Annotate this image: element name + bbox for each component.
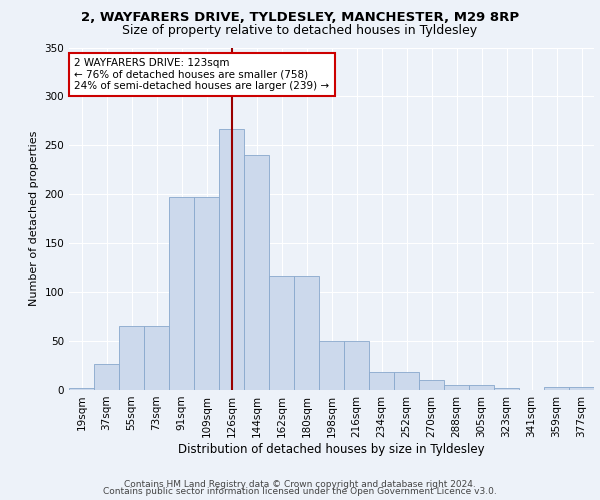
- Bar: [244, 155, 269, 390]
- Bar: [544, 387, 569, 390]
- Bar: [394, 372, 419, 390]
- Bar: [119, 326, 144, 390]
- Bar: [494, 388, 519, 390]
- Y-axis label: Number of detached properties: Number of detached properties: [29, 131, 39, 306]
- Bar: [344, 341, 369, 390]
- Text: 2 WAYFARERS DRIVE: 123sqm
← 76% of detached houses are smaller (758)
24% of semi: 2 WAYFARERS DRIVE: 123sqm ← 76% of detac…: [74, 58, 329, 91]
- Bar: [94, 364, 119, 390]
- Bar: [194, 197, 219, 390]
- Text: Contains HM Land Registry data © Crown copyright and database right 2024.: Contains HM Land Registry data © Crown c…: [124, 480, 476, 489]
- Bar: [169, 197, 194, 390]
- Bar: [294, 276, 319, 390]
- X-axis label: Distribution of detached houses by size in Tyldesley: Distribution of detached houses by size …: [178, 442, 485, 456]
- Bar: [469, 385, 494, 390]
- Text: Size of property relative to detached houses in Tyldesley: Size of property relative to detached ho…: [122, 24, 478, 37]
- Bar: [219, 128, 244, 390]
- Bar: [419, 380, 444, 390]
- Text: Contains public sector information licensed under the Open Government Licence v3: Contains public sector information licen…: [103, 487, 497, 496]
- Bar: [144, 326, 169, 390]
- Bar: [269, 276, 294, 390]
- Text: 2, WAYFARERS DRIVE, TYLDESLEY, MANCHESTER, M29 8RP: 2, WAYFARERS DRIVE, TYLDESLEY, MANCHESTE…: [81, 11, 519, 24]
- Bar: [319, 341, 344, 390]
- Bar: [569, 387, 594, 390]
- Bar: [369, 372, 394, 390]
- Bar: [69, 388, 94, 390]
- Bar: [444, 385, 469, 390]
